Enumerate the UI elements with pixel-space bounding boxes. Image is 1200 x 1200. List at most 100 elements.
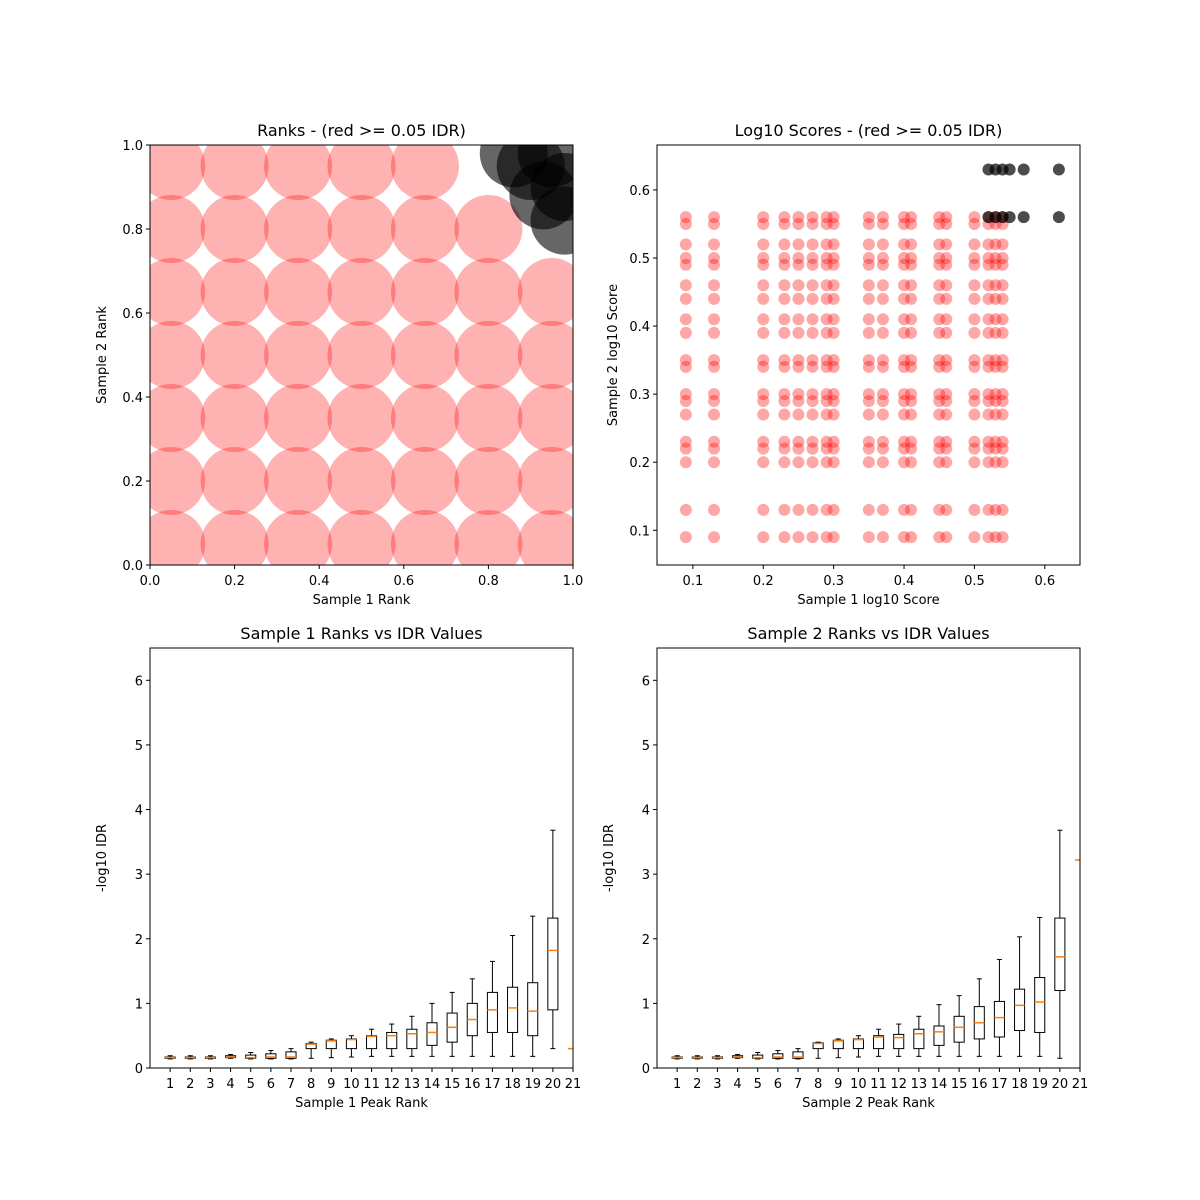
point bbox=[264, 258, 333, 326]
point bbox=[679, 313, 692, 326]
point bbox=[454, 321, 523, 389]
point bbox=[390, 510, 459, 565]
point bbox=[862, 456, 875, 469]
x-tick-label: 20 bbox=[1052, 1077, 1069, 1092]
point bbox=[708, 388, 721, 401]
point bbox=[1003, 211, 1016, 224]
point bbox=[778, 456, 791, 469]
point bbox=[989, 531, 1002, 544]
y-tick-label: 0 bbox=[135, 1062, 143, 1077]
point bbox=[876, 326, 889, 339]
point bbox=[933, 360, 946, 373]
point bbox=[708, 394, 721, 407]
axes-frame bbox=[149, 647, 574, 1069]
point bbox=[679, 435, 692, 448]
x-tick-label: 20 bbox=[545, 1077, 562, 1092]
point bbox=[390, 321, 459, 389]
box bbox=[993, 1000, 1005, 1038]
point bbox=[517, 321, 573, 389]
y-tick-label: 0.5 bbox=[629, 252, 650, 267]
point bbox=[989, 313, 1002, 326]
y-tick-label: 4 bbox=[642, 804, 650, 819]
point bbox=[862, 388, 875, 401]
point bbox=[757, 456, 770, 469]
point bbox=[708, 313, 721, 326]
point bbox=[968, 503, 981, 516]
point bbox=[968, 531, 981, 544]
y-tick-label: 5 bbox=[135, 739, 143, 754]
subplot: 0.1 0.2 0.3 0.4 0.5 0.6 0.1 0.2 0.3 0.4 0.5 0.6 Log1… bbox=[606, 121, 1081, 608]
point bbox=[876, 313, 889, 326]
point bbox=[862, 435, 875, 448]
box bbox=[893, 1033, 905, 1050]
y-tick-label: 0.4 bbox=[122, 391, 143, 406]
box bbox=[1034, 977, 1046, 1033]
point bbox=[876, 251, 889, 264]
point bbox=[708, 326, 721, 339]
point bbox=[792, 251, 805, 264]
point bbox=[989, 435, 1002, 448]
plot-area bbox=[671, 829, 1080, 1060]
point bbox=[778, 388, 791, 401]
plot-area bbox=[679, 163, 1065, 544]
x-tick-label: 0.6 bbox=[1034, 574, 1055, 589]
point bbox=[876, 360, 889, 373]
point bbox=[708, 456, 721, 469]
point bbox=[679, 456, 692, 469]
y-tick-label: 3 bbox=[135, 868, 143, 883]
point bbox=[517, 447, 573, 515]
point bbox=[806, 354, 819, 367]
point bbox=[996, 388, 1009, 401]
point bbox=[968, 238, 981, 251]
point bbox=[876, 531, 889, 544]
point bbox=[905, 435, 918, 448]
point bbox=[862, 326, 875, 339]
point bbox=[940, 354, 953, 367]
point bbox=[905, 238, 918, 251]
point bbox=[820, 531, 833, 544]
x-tick-label: 5 bbox=[754, 1077, 762, 1092]
point bbox=[708, 217, 721, 230]
point bbox=[327, 258, 396, 326]
point bbox=[757, 238, 770, 251]
x-tick-label: 8 bbox=[307, 1077, 315, 1092]
box bbox=[507, 986, 519, 1033]
point bbox=[757, 531, 770, 544]
point bbox=[820, 388, 833, 401]
point bbox=[708, 251, 721, 264]
point bbox=[933, 258, 946, 271]
point bbox=[862, 211, 875, 224]
point bbox=[933, 211, 946, 224]
point bbox=[905, 442, 918, 455]
point bbox=[862, 238, 875, 251]
x-tick-label: 21 bbox=[1072, 1077, 1089, 1092]
point bbox=[898, 388, 911, 401]
point bbox=[708, 211, 721, 224]
x-tick-label: 11 bbox=[870, 1077, 887, 1092]
point bbox=[933, 279, 946, 292]
x-tick-label: 18 bbox=[1011, 1077, 1028, 1092]
point bbox=[898, 211, 911, 224]
box bbox=[873, 1035, 885, 1050]
point bbox=[898, 217, 911, 230]
x-axis-label: Sample 1 Peak Rank bbox=[295, 1096, 428, 1111]
point bbox=[982, 388, 995, 401]
point bbox=[708, 435, 721, 448]
point bbox=[757, 394, 770, 407]
point bbox=[679, 531, 692, 544]
point bbox=[996, 360, 1009, 373]
point bbox=[679, 251, 692, 264]
point bbox=[933, 442, 946, 455]
x-tick-label: 2 bbox=[693, 1077, 701, 1092]
point bbox=[150, 195, 206, 263]
point bbox=[327, 321, 396, 389]
point bbox=[968, 408, 981, 421]
point bbox=[806, 435, 819, 448]
point bbox=[757, 326, 770, 339]
point bbox=[327, 447, 396, 515]
point bbox=[820, 442, 833, 455]
point bbox=[940, 211, 953, 224]
point bbox=[792, 238, 805, 251]
box bbox=[386, 1031, 398, 1050]
point bbox=[982, 354, 995, 367]
